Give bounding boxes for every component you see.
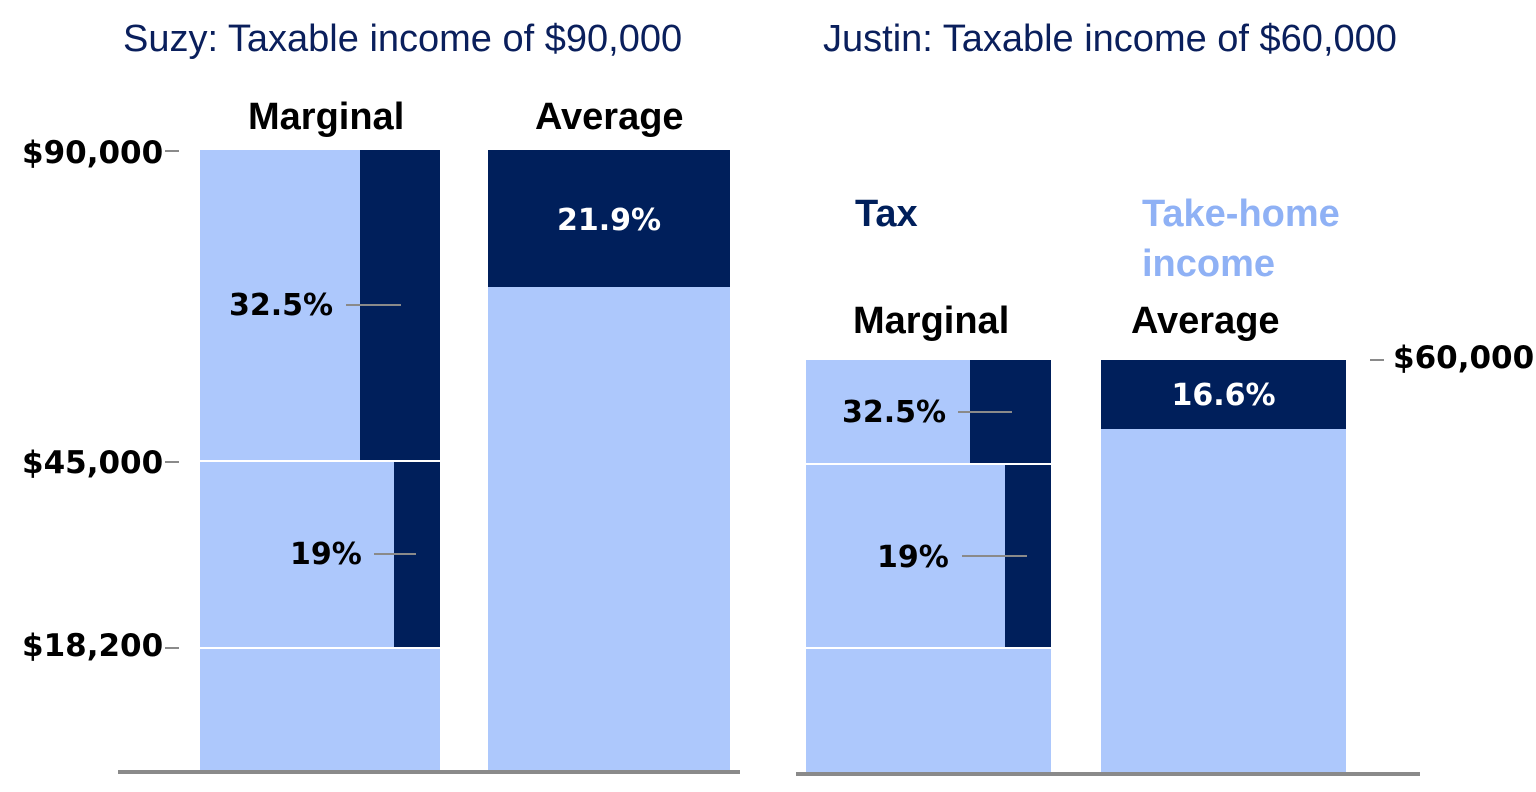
justin-tick-60000: $60,000 [1393,340,1535,376]
justin-leader-325 [958,411,1012,413]
legend-tax: Tax [855,193,918,235]
justin-average-heading: Average [1131,300,1280,342]
suzy-baseline [118,770,740,774]
justin-average-tax [1101,360,1346,429]
suzy-tick-18200: $18,200 [22,628,164,664]
justin-tickmark-60000 [1370,359,1384,361]
suzy-tickmark-90000 [165,150,179,152]
suzy-average-rate: 21.9% [556,203,662,238]
suzy-leader-19 [374,553,416,555]
suzy-tick-90000: $90,000 [22,135,164,171]
suzy-bracket-line-18200 [200,647,440,649]
suzy-marginal-heading: Marginal [248,96,405,138]
suzy-tickmark-45000 [165,461,179,463]
justin-bracket-line-18200 [806,647,1051,649]
justin-baseline [796,772,1420,776]
legend-take-home: Take-home income [1142,193,1340,285]
justin-marginal-rate-325: 32.5% [842,395,947,430]
justin-bracket-line-45000 [806,463,1051,465]
suzy-tick-45000: $45,000 [22,445,164,481]
suzy-tickmark-18200 [165,647,179,649]
suzy-average-tax [488,150,730,287]
suzy-leader-325 [346,304,401,306]
justin-title: Justin: Taxable income of $60,000 [823,18,1397,60]
suzy-title: Suzy: Taxable income of $90,000 [123,18,683,60]
suzy-marginal-rate-19: 19% [290,537,362,572]
suzy-bracket-line-45000 [200,460,440,462]
justin-marginal-rate-19: 19% [877,540,949,575]
justin-marginal-heading: Marginal [853,300,1010,342]
suzy-marginal-rate-325: 32.5% [229,288,334,323]
justin-average-rate: 16.6% [1171,378,1276,413]
suzy-average-heading: Average [535,96,684,138]
justin-leader-19 [962,555,1027,557]
